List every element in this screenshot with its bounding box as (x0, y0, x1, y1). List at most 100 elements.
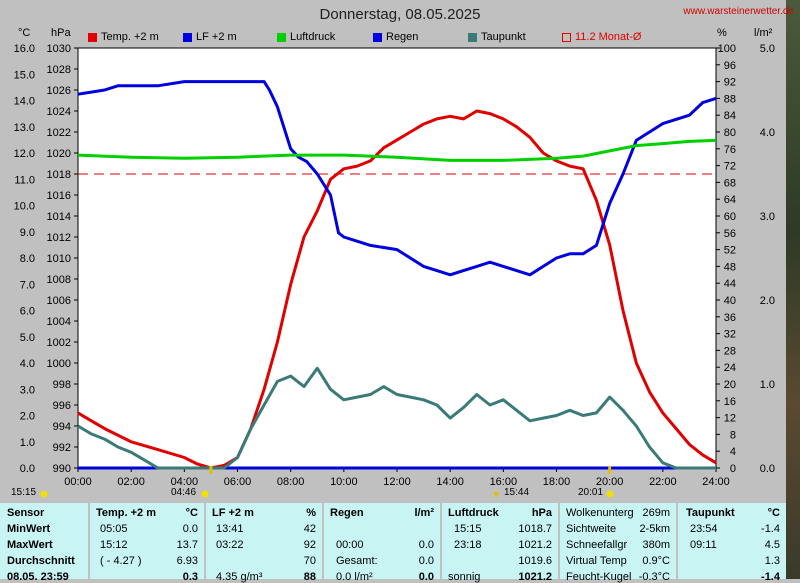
rain-tick-label: 3.0 (760, 211, 775, 223)
hpa-unit: hPa (51, 27, 71, 39)
rain-tick-label: 5.0 (760, 43, 775, 55)
regen-column: Regen l/m² 00:00 0.0 Gesamt: 0.0 0.0 l/m… (324, 503, 440, 583)
sun-dot (40, 490, 48, 498)
sun-dot (201, 490, 209, 498)
legend-swatch (373, 32, 382, 42)
temp-note: ( - 4.27 ) (100, 555, 142, 567)
taupunkt-time: 23:54 (690, 523, 718, 535)
x-tick-label: 12:00 (383, 476, 411, 488)
taupunkt-value: 1.3 (764, 555, 780, 567)
temp-tick-label: 16.0 (14, 43, 35, 55)
temp-time: 15:12 (100, 539, 128, 551)
pressure-tick-label: 1016 (47, 190, 71, 202)
legend-item: Luftdruck (277, 31, 335, 43)
series-line (77, 80, 717, 277)
temp-value: 0.0 (182, 523, 198, 535)
website-link[interactable]: www.warsteinerwetter.de (683, 6, 794, 17)
legend-label: Luftdruck (290, 31, 336, 43)
legend-label: LF +2 m (196, 31, 237, 43)
taupunkt-value: -1.4 (761, 523, 780, 535)
humidity-tick-label: 80 (724, 127, 736, 139)
legend-swatch (277, 32, 286, 42)
rain-tick-label: 2.0 (760, 295, 775, 307)
lf-header: LF +2 m (212, 507, 254, 519)
lf-time: 03:22 (216, 539, 244, 551)
taupunkt-unit: °C (767, 507, 780, 519)
pressure-tick-label: 1022 (47, 127, 71, 139)
temp-column: Temp. +2 m °C 05:05 0.0 15:12 13.7 ( - 4… (90, 503, 204, 583)
lf-unit: % (306, 507, 316, 519)
humidity-tick-label: 64 (724, 194, 736, 206)
temp-tick-label: 11.0 (14, 174, 35, 186)
humidity-tick-label: 28 (724, 345, 736, 357)
humidity-tick-label: 32 (724, 329, 736, 341)
humidity-tick-label: 92 (724, 77, 736, 89)
regen-time: 00:00 (336, 539, 364, 551)
weather-state: sonnig (448, 571, 481, 583)
luftdruck-value: 1021.2 (518, 539, 552, 551)
sunrise-marker: 15:15 (11, 487, 37, 498)
temp-value: 0.3 (182, 571, 198, 583)
temp-header: Temp. +2 m (96, 507, 157, 519)
pressure-tick-label: 1018 (47, 169, 71, 181)
taupunkt-value: 4.5 (764, 539, 780, 551)
row-label: MinWert (7, 523, 51, 535)
legend-swatch (562, 32, 571, 42)
legend-label: Regen (386, 31, 419, 43)
temp-value: 6.93 (176, 555, 198, 567)
humidity-tick-label: 68 (724, 177, 736, 189)
humidity-tick-label: 0 (730, 463, 736, 475)
humidity-tick-label: 88 (724, 93, 736, 105)
legend-item: Regen (373, 31, 418, 43)
x-tick-label: 08:00 (277, 476, 305, 488)
row-label: Durchschnitt (7, 555, 75, 567)
misc-value: 269m (642, 507, 670, 519)
lf-value: 42 (303, 523, 316, 535)
taupunkt-header: Taupunkt (686, 507, 735, 519)
misc-label: Sichtweite (566, 523, 617, 535)
temp-tick-label: 12.0 (14, 148, 35, 160)
luftdruck-column: Luftdruck hPa 15:15 1018.7 23:18 1021.2 … (442, 503, 558, 583)
legend-item: Temp. +2 m (88, 31, 159, 43)
regen-label: Gesamt: (336, 555, 378, 567)
pressure-tick-label: 996 (53, 400, 71, 412)
taupunkt-time: 09:11 (690, 539, 717, 551)
temp-tick-label: 10.0 (14, 201, 35, 213)
humidity-tick-label: 44 (724, 278, 736, 290)
legend-label: Temp. +2 m (101, 31, 159, 43)
temp-tick-label: 5.0 (20, 332, 35, 344)
x-tick-label: 04:00 (171, 476, 199, 488)
humidity-tick-label: 4 (730, 446, 736, 458)
humidity-tick-label: 56 (724, 228, 736, 240)
pressure-tick-label: 990 (53, 463, 71, 475)
legend-swatch (468, 32, 477, 42)
lf-value: 70 (303, 555, 316, 567)
temp-tick-label: 4.0 (20, 358, 35, 370)
rain-tick-label: 4.0 (760, 127, 775, 139)
humidity-tick-label: 52 (724, 245, 736, 257)
humidity-tick-label: 60 (724, 211, 736, 223)
misc-label: Schneefallgr (566, 539, 628, 551)
misc-value: 380m (642, 539, 670, 551)
pressure-tick-label: 992 (53, 442, 71, 454)
temp-tick-label: 8.0 (20, 253, 35, 265)
photo-edge (786, 0, 800, 579)
row-label: MaxWert (7, 539, 53, 551)
taupunkt-value: -1.4 (761, 571, 780, 583)
marker-t1: 04:46 (171, 487, 197, 498)
temp-tick-label: 2.0 (20, 411, 35, 423)
humidity-tick-label: 8 (730, 429, 736, 441)
temp-tick-label: 15.0 (14, 69, 35, 81)
pressure-tick-label: 1012 (47, 232, 71, 244)
x-tick-label: 16:00 (490, 476, 518, 488)
taupunkt-column: Taupunkt °C 23:54 -1.4 09:11 4.5 1.3 -1.… (678, 503, 786, 583)
x-tick-label: 02:00 (117, 476, 145, 488)
regen-rate: 0.0 l/m² (336, 571, 373, 583)
sensor-column: Sensor MinWert MaxWert Durchschnitt 08.0… (0, 503, 88, 583)
temp-tick-label: 9.0 (20, 227, 35, 239)
temp-tick-label: 1.0 (20, 437, 35, 449)
pressure-tick-label: 1020 (47, 148, 71, 160)
legend-swatch (183, 32, 192, 42)
lf-value: 92 (303, 539, 316, 551)
humidity-tick-label: 76 (724, 144, 736, 156)
